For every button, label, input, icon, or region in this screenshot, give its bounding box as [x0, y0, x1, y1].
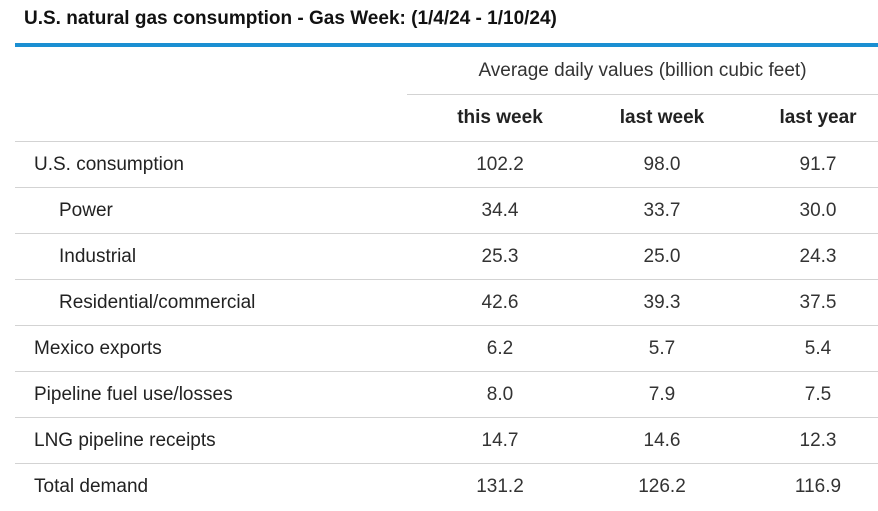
row-value: 12.3	[799, 429, 837, 451]
table-row: LNG pipeline receipts 14.7 14.6 12.3	[15, 418, 878, 464]
row-label: Pipeline fuel use/losses	[34, 383, 233, 405]
empty-header-cell	[15, 95, 407, 141]
row-label: U.S. consumption	[34, 153, 184, 175]
row-value: 98.0	[643, 153, 681, 175]
group-header-row: Average daily values (billion cubic feet…	[15, 47, 878, 95]
row-label: Residential/commercial	[59, 291, 256, 313]
title-divider	[15, 43, 878, 47]
table-body: U.S. consumption 102.2 98.0 91.7 Power 34.4 33…	[15, 142, 878, 510]
table-row: Pipeline fuel use/losses 8.0 7.9 7.5	[15, 372, 878, 418]
column-header-last-year: last year	[779, 107, 857, 128]
row-value: 30.0	[799, 199, 837, 221]
column-header-this-week: this week	[457, 107, 543, 128]
row-value: 39.3	[643, 291, 681, 313]
table-row: Total demand 131.2 126.2 116.9	[15, 464, 878, 510]
column-header-row: this week last week last year	[15, 95, 878, 142]
row-value: 33.7	[643, 199, 681, 221]
row-value: 25.0	[643, 245, 681, 267]
row-value: 116.9	[794, 476, 842, 497]
row-label: LNG pipeline receipts	[34, 429, 216, 451]
column-header-last-week: last week	[619, 107, 705, 128]
table-row: Power 34.4 33.7 30.0	[15, 188, 878, 234]
row-value: 5.7	[648, 337, 676, 359]
row-value: 42.6	[481, 291, 519, 313]
consumption-table: Average daily values (billion cubic feet…	[15, 47, 878, 510]
row-value: 14.6	[643, 429, 681, 451]
row-label: Power	[59, 199, 113, 221]
table-title: U.S. natural gas consumption - Gas Week:…	[24, 8, 557, 29]
row-value: 91.7	[799, 153, 837, 175]
row-label: Industrial	[59, 245, 137, 267]
row-value: 5.4	[804, 337, 832, 359]
table-row: Residential/commercial 42.6 39.3 37.5	[15, 280, 878, 326]
row-value: 8.0	[486, 383, 514, 405]
table-row: Mexico exports 6.2 5.7 5.4	[15, 326, 878, 372]
row-value: 126.2	[638, 476, 686, 497]
table-row: Industrial 25.3 25.0 24.3	[15, 234, 878, 280]
table-row: U.S. consumption 102.2 98.0 91.7	[15, 142, 878, 188]
row-value: 7.5	[804, 383, 832, 405]
row-value: 14.7	[481, 429, 519, 451]
row-value: 131.2	[476, 476, 524, 497]
row-value: 37.5	[799, 291, 837, 313]
row-label: Mexico exports	[34, 337, 162, 359]
row-value: 7.9	[648, 383, 676, 405]
row-value: 24.3	[799, 245, 837, 267]
group-header: Average daily values (billion cubic feet…	[407, 47, 878, 95]
row-value: 34.4	[481, 199, 519, 221]
row-value: 25.3	[481, 245, 519, 267]
row-value: 6.2	[486, 337, 514, 359]
row-label: Total demand	[34, 476, 149, 497]
row-value: 102.2	[476, 153, 524, 175]
